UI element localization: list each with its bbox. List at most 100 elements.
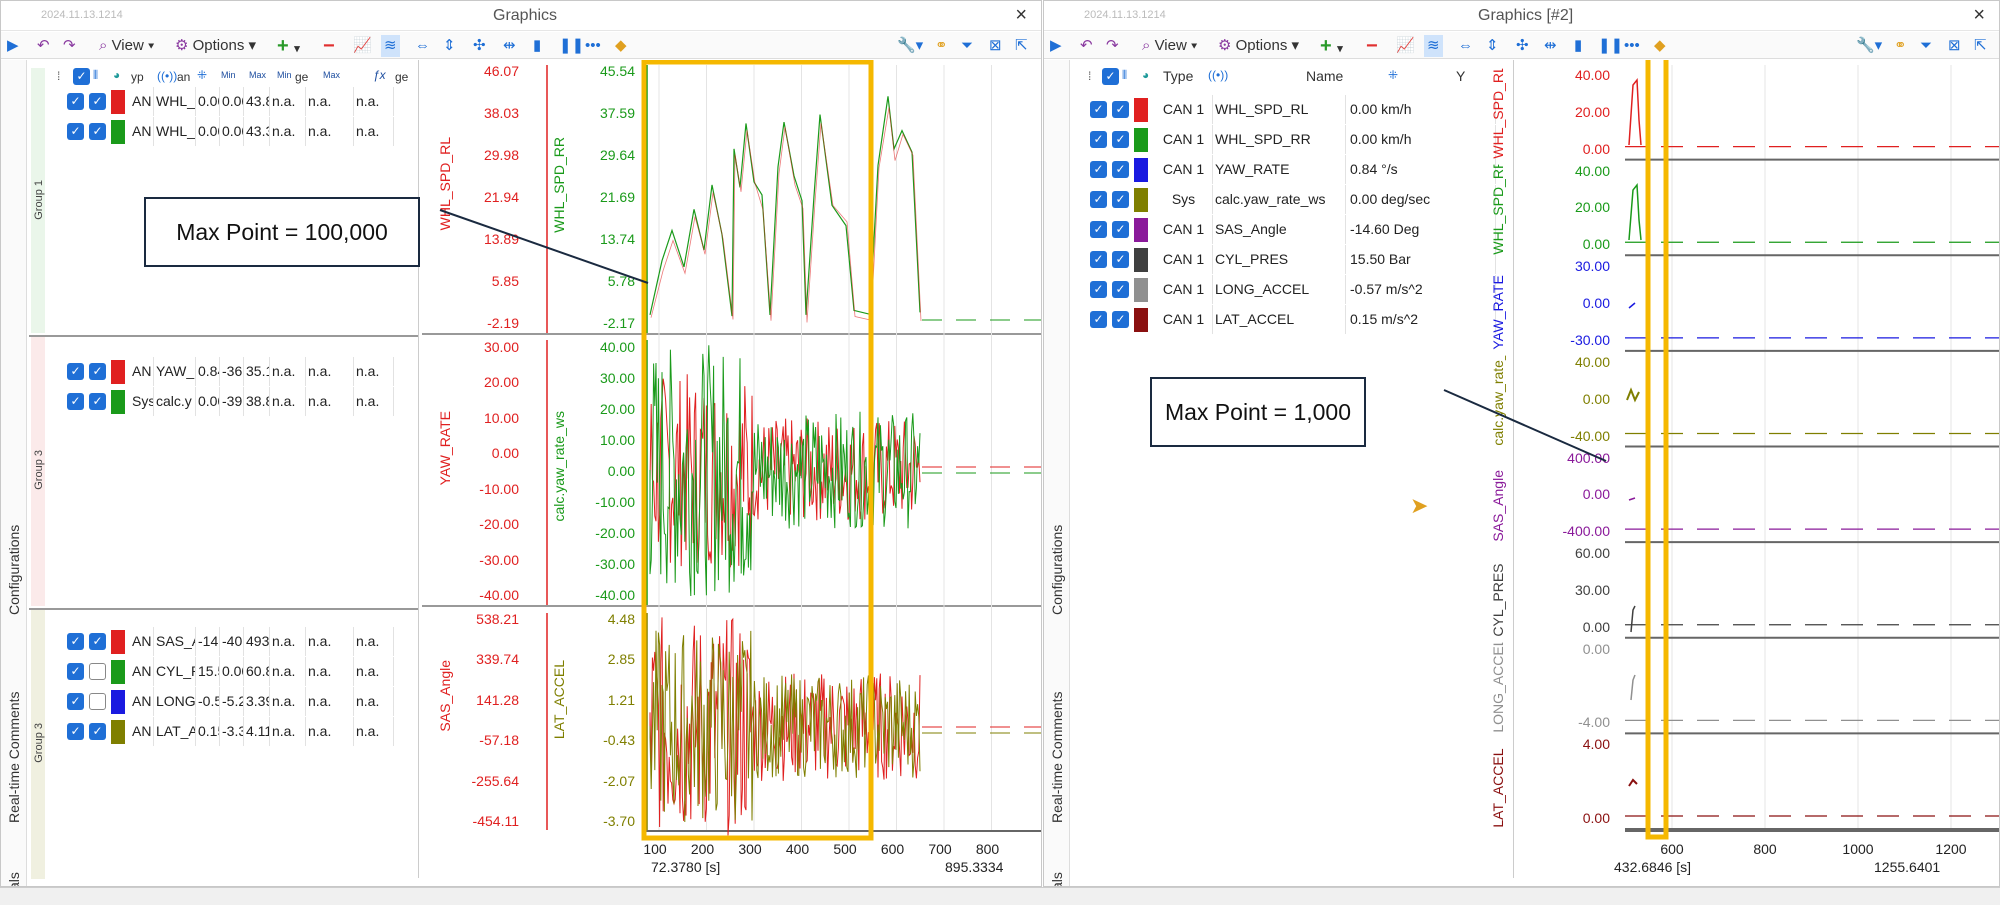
enable-checkbox[interactable]: ✓ — [1112, 251, 1129, 268]
visible-checkbox[interactable]: ✓ — [67, 723, 84, 740]
enable-checkbox[interactable]: ✓ — [89, 123, 106, 140]
enable-checkbox[interactable]: ✓ — [1112, 101, 1129, 118]
fit-vertical-icon[interactable]: ⇕ — [443, 37, 456, 54]
undo-icon[interactable]: ↶ — [37, 37, 50, 54]
col-type-header[interactable]: yp — [131, 70, 144, 84]
run-icon[interactable]: ▶ — [1050, 37, 1062, 54]
enable-checkbox[interactable]: ✓ — [89, 633, 106, 650]
visible-checkbox[interactable]: ✓ — [67, 633, 84, 650]
wrench-icon[interactable]: 🔧▾ — [1856, 37, 1883, 54]
tab-signals[interactable]: Signals — [4, 855, 24, 886]
cursor-pair-icon[interactable]: ⇹ — [1544, 37, 1557, 54]
visible-checkbox[interactable]: ✓ — [1090, 221, 1107, 238]
multi-chart-icon[interactable]: ≋ — [381, 35, 400, 57]
color-swatch[interactable] — [111, 89, 125, 114]
fit-vertical-icon[interactable]: ⇕ — [1486, 37, 1499, 54]
tab-signals[interactable]: Signals — [1047, 855, 1067, 886]
visible-checkbox[interactable]: ✓ — [1090, 191, 1107, 208]
col-min2-header[interactable]: Min — [277, 70, 292, 80]
wrench-icon[interactable]: 🔧▾ — [897, 37, 924, 54]
enable-checkbox[interactable]: ✓ — [1112, 221, 1129, 238]
enable-checkbox[interactable]: ✓ — [89, 723, 106, 740]
visible-checkbox[interactable]: ✓ — [67, 123, 84, 140]
color-swatch[interactable] — [1134, 247, 1148, 272]
enable-checkbox[interactable]: ✓ — [89, 663, 106, 680]
pin-icon[interactable]: ⫴ — [93, 68, 99, 82]
remove-icon[interactable]: − — [323, 35, 335, 57]
view-menu-button[interactable]: ⌕ View ▾ — [1142, 37, 1198, 54]
tab-configurations[interactable]: Configurations — [6, 524, 22, 616]
table-row[interactable]: ✓ ✓ Sys calc.yaw_rate_ws 0.00 deg/sec — [1090, 185, 1500, 214]
enable-checkbox[interactable]: ✓ — [89, 693, 106, 710]
color-swatch[interactable] — [111, 719, 125, 744]
color-icon[interactable]: ◕ — [1142, 68, 1150, 82]
visible-checkbox[interactable]: ✓ — [1090, 281, 1107, 298]
col-range2-header[interactable]: ge — [395, 70, 409, 84]
marker-icon[interactable]: ▮ — [533, 37, 542, 54]
color-swatch[interactable] — [1134, 127, 1148, 152]
visible-checkbox[interactable]: ✓ — [67, 93, 84, 110]
link-icon[interactable]: ⚭ — [1894, 37, 1907, 54]
color-swatch[interactable] — [1134, 97, 1148, 122]
col-max-header[interactable]: Max — [249, 70, 267, 80]
link-icon[interactable]: ⚭ — [935, 37, 948, 54]
eraser-icon[interactable]: ◆ — [1654, 37, 1666, 54]
add-icon[interactable]: + ▾ — [277, 35, 300, 57]
add-icon[interactable]: + ▾ — [1320, 35, 1343, 57]
table-row[interactable]: ✓ ✓ CAN 1 WHL_SPD_RR 0.00 km/h — [1090, 125, 1500, 154]
pause-icon[interactable]: ❚❚ — [1598, 37, 1624, 54]
col-name-header[interactable]: Name — [1306, 68, 1344, 84]
color-swatch[interactable] — [111, 119, 125, 144]
cursor-icon[interactable]: ✣ — [473, 37, 486, 54]
color-swatch[interactable] — [111, 629, 125, 654]
color-swatch[interactable] — [111, 359, 125, 384]
clear-filter-icon[interactable]: ⊠ — [1948, 37, 1961, 54]
table-row[interactable]: ✓ ✓ CAN 1 WHL_SPD_RL 0.00 km/h — [1090, 95, 1500, 124]
enable-checkbox[interactable]: ✓ — [89, 393, 106, 410]
enable-checkbox[interactable]: ✓ — [1112, 191, 1129, 208]
select-all-checkbox[interactable]: ✓ — [73, 68, 90, 85]
export-icon[interactable]: ⇱ — [1015, 37, 1028, 54]
color-swatch[interactable] — [1134, 157, 1148, 182]
enable-checkbox[interactable]: ✓ — [89, 363, 106, 380]
pin-icon[interactable]: ⫴ — [1122, 68, 1128, 82]
select-all-checkbox[interactable]: ✓ — [1102, 68, 1119, 85]
pause-icon[interactable]: ❚❚ — [559, 37, 585, 54]
menu-icon[interactable]: ⁞ — [57, 69, 61, 83]
color-swatch[interactable] — [111, 689, 125, 714]
undo-icon[interactable]: ↶ — [1080, 37, 1093, 54]
color-swatch[interactable] — [1134, 307, 1148, 332]
visible-checkbox[interactable]: ✓ — [1090, 251, 1107, 268]
color-swatch[interactable] — [1134, 277, 1148, 302]
tab-realtime-comments[interactable]: Real-time Comments — [1049, 691, 1065, 823]
col-min-header[interactable]: Min — [221, 70, 236, 80]
menu-icon[interactable]: ⁞ — [1088, 69, 1092, 83]
enable-checkbox[interactable]: ✓ — [1112, 161, 1129, 178]
enable-checkbox[interactable]: ✓ — [1112, 281, 1129, 298]
col-max2-header[interactable]: Max — [323, 70, 341, 80]
cursor-pair-icon[interactable]: ⇹ — [503, 37, 516, 54]
export-icon[interactable]: ⇱ — [1974, 37, 1987, 54]
color-swatch[interactable] — [1134, 217, 1148, 242]
enable-checkbox[interactable]: ✓ — [1112, 311, 1129, 328]
color-swatch[interactable] — [111, 389, 125, 414]
col-name-header[interactable]: an — [177, 70, 191, 84]
eraser-icon[interactable]: ◆ — [615, 37, 627, 54]
close-icon[interactable]: × — [1015, 4, 1027, 26]
options-menu-button[interactable]: ⚙ Options ▾ — [175, 37, 257, 54]
table-row[interactable]: ✓ ✓ CAN 1 YAW_RATE 0.84 °/s — [1090, 155, 1500, 184]
col-range-header[interactable]: ge — [295, 70, 309, 84]
table-row[interactable]: ✓ ✓ CAN 1 CYL_PRES 15.50 Bar — [1090, 245, 1500, 274]
chart-icon[interactable]: 📈 — [353, 37, 372, 54]
visible-checkbox[interactable]: ✓ — [67, 693, 84, 710]
enable-checkbox[interactable]: ✓ — [89, 93, 106, 110]
tab-configurations[interactable]: Configurations — [1049, 524, 1065, 616]
visible-checkbox[interactable]: ✓ — [67, 393, 84, 410]
